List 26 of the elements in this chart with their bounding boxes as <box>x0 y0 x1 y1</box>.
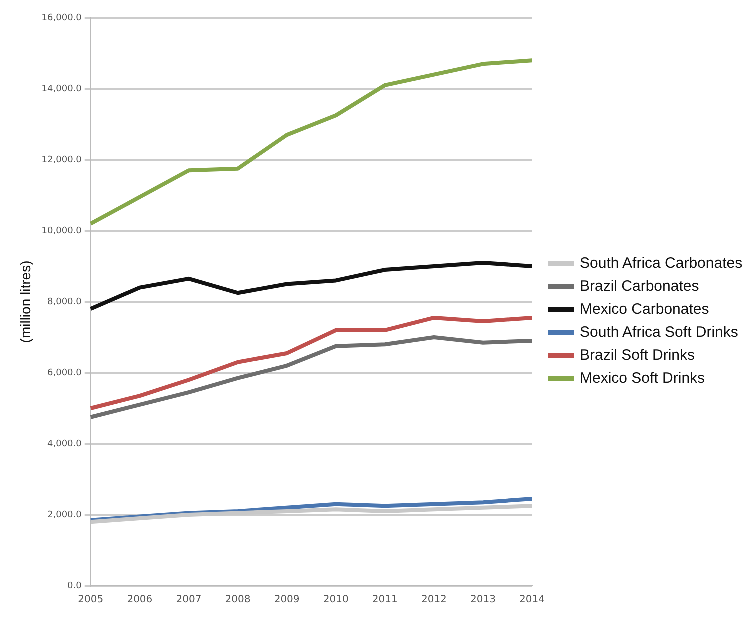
legend-label: Brazil Carbonates <box>580 278 700 294</box>
legend-label: Mexico Carbonates <box>580 300 710 318</box>
y-tick-label: 10,000.0 <box>42 226 82 236</box>
x-tick-label: 2009 <box>274 594 300 606</box>
x-tick-label: 2012 <box>421 594 447 606</box>
x-tick-label: 2011 <box>372 594 398 606</box>
y-tick-label: 2,000.0 <box>48 510 82 520</box>
y-tick-label: 4,000.0 <box>48 439 82 450</box>
x-tick-label: 2007 <box>176 594 202 606</box>
y-axis-title: (million litres) <box>17 260 34 344</box>
legend-label: Mexico Soft Drinks <box>580 370 706 386</box>
y-tick-label: 0.0 <box>68 581 82 592</box>
legend-label: South Africa Soft Drinks <box>580 324 738 340</box>
x-tick-label: 2006 <box>127 594 153 606</box>
y-tick-label: 12,000.0 <box>42 155 82 166</box>
y-tick-label: 14,000.0 <box>42 84 82 94</box>
y-tick-label: 6,000.0 <box>48 368 82 378</box>
legend-label: South Africa Carbonates <box>580 254 743 272</box>
x-tick-label: 2005 <box>78 594 104 606</box>
x-tick-label: 2014 <box>520 594 545 606</box>
y-tick-label: 16,000.0 <box>42 13 82 24</box>
legend-label: Brazil Soft Drinks <box>580 346 696 364</box>
x-tick-label: 2010 <box>323 594 349 606</box>
y-tick-label: 8,000.0 <box>48 297 82 308</box>
x-tick-label: 2013 <box>470 594 496 606</box>
x-tick-label: 2008 <box>225 594 251 606</box>
